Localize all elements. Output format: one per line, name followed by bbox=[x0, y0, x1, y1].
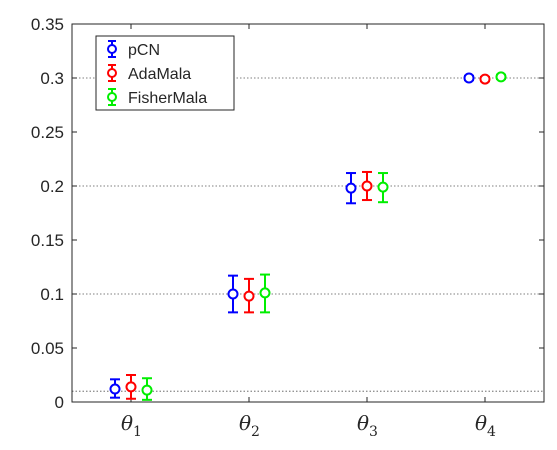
errorbar-point bbox=[361, 170, 373, 202]
errorbar-point bbox=[227, 274, 239, 314]
plot-frame bbox=[71, 23, 545, 403]
y-tick-label: 0 bbox=[55, 393, 64, 412]
legend-marker bbox=[107, 44, 117, 54]
data-point bbox=[227, 288, 239, 300]
legend-marker bbox=[107, 68, 117, 78]
x-tick-label: θ2 bbox=[239, 411, 260, 440]
errorbar-point bbox=[495, 71, 507, 83]
y-tick-label: 0.2 bbox=[40, 177, 64, 196]
errorbar-point bbox=[377, 172, 389, 204]
data-point bbox=[463, 72, 475, 84]
x-tick-subscript: 3 bbox=[369, 424, 378, 440]
y-tick-label: 0.1 bbox=[40, 285, 64, 304]
errorbar-point bbox=[259, 273, 271, 314]
data-point bbox=[345, 182, 357, 194]
y-tick-label: 0.25 bbox=[31, 123, 64, 142]
y-tick-label: 0.15 bbox=[31, 231, 64, 250]
legend-label: FisherMala bbox=[128, 90, 207, 107]
legend-entry: AdaMala bbox=[107, 64, 191, 83]
errorbar-point bbox=[345, 172, 357, 205]
data-point bbox=[259, 287, 271, 299]
data-point bbox=[495, 71, 507, 83]
errorbar-point bbox=[141, 377, 153, 401]
x-tick-label: θ3 bbox=[357, 411, 378, 440]
data-point bbox=[243, 290, 255, 302]
legend-label: AdaMala bbox=[128, 66, 191, 83]
x-tick-subscript: 1 bbox=[133, 424, 142, 440]
y-tick-label: 0.05 bbox=[31, 339, 64, 358]
data-point bbox=[125, 381, 137, 393]
x-tick-label: θ4 bbox=[475, 411, 496, 440]
x-tick-subscript: 2 bbox=[251, 424, 260, 440]
data-point bbox=[109, 383, 121, 395]
y-tick-label: 0.35 bbox=[31, 15, 64, 34]
legend-marker bbox=[107, 92, 117, 102]
x-tick-subscript: 4 bbox=[487, 424, 496, 440]
errorbar-point bbox=[479, 73, 491, 85]
data-point bbox=[479, 73, 491, 85]
legend-box bbox=[95, 35, 235, 111]
data-point bbox=[377, 181, 389, 193]
legend-label: pCN bbox=[128, 42, 160, 59]
y-axis: 0 0.05 0.1 0.15 0.2 0.25 0.3 0.35 bbox=[31, 15, 544, 412]
errorbar-point bbox=[463, 72, 475, 84]
y-tick-label: 0.3 bbox=[40, 69, 64, 88]
legend-entry: pCN bbox=[107, 40, 160, 59]
errorbar-point bbox=[125, 374, 137, 400]
legend: pCN AdaMala FisherMala bbox=[95, 35, 235, 111]
data-marks bbox=[109, 71, 507, 401]
errorbar-point bbox=[243, 277, 255, 314]
errorbar-point bbox=[109, 378, 121, 399]
data-point bbox=[141, 384, 153, 396]
legend-entry: FisherMala bbox=[107, 88, 207, 107]
data-point bbox=[361, 180, 373, 192]
x-tick-label: θ1 bbox=[121, 411, 142, 440]
